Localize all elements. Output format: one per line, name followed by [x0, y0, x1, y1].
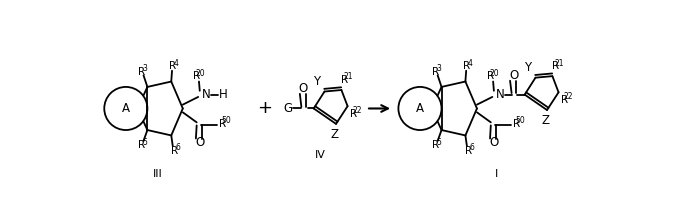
Text: 22: 22 — [353, 106, 362, 115]
Text: O: O — [195, 136, 204, 149]
Text: R: R — [561, 95, 568, 105]
Text: Y: Y — [313, 75, 321, 88]
Text: R: R — [341, 75, 348, 85]
Text: G: G — [283, 102, 292, 115]
Text: Y: Y — [524, 61, 531, 74]
Text: IV: IV — [314, 150, 325, 160]
Text: 6: 6 — [470, 143, 475, 152]
Text: R: R — [514, 119, 521, 129]
Text: O: O — [510, 69, 519, 82]
Text: 50: 50 — [516, 116, 526, 125]
Text: 5: 5 — [142, 138, 147, 147]
Text: 50: 50 — [222, 116, 231, 125]
Text: O: O — [298, 82, 307, 95]
Text: 21: 21 — [343, 72, 353, 81]
Text: R: R — [138, 66, 145, 77]
Text: 3: 3 — [436, 64, 441, 73]
Text: 22: 22 — [563, 92, 573, 101]
Text: Z: Z — [330, 128, 339, 141]
Text: R: R — [464, 61, 470, 71]
Text: R: R — [193, 71, 200, 81]
Text: 4: 4 — [468, 58, 473, 68]
Text: H: H — [218, 88, 227, 101]
Text: A: A — [416, 102, 424, 115]
Text: R: R — [350, 109, 358, 119]
Text: I: I — [496, 169, 498, 179]
Text: R: R — [432, 66, 439, 77]
Text: R: R — [138, 141, 145, 150]
Text: R: R — [552, 61, 559, 71]
Text: A: A — [122, 102, 130, 115]
Text: R: R — [169, 61, 176, 71]
Text: 4: 4 — [174, 58, 178, 68]
Text: III: III — [153, 169, 163, 179]
Text: R: R — [171, 146, 178, 156]
Text: N: N — [201, 88, 210, 101]
Text: R: R — [220, 119, 227, 129]
Text: 20: 20 — [195, 69, 205, 78]
Text: N: N — [496, 88, 505, 101]
Text: 6: 6 — [176, 143, 181, 152]
Text: 5: 5 — [436, 138, 441, 147]
Text: O: O — [489, 136, 498, 149]
Text: R: R — [465, 146, 472, 156]
Text: R: R — [487, 71, 494, 81]
Text: +: + — [257, 99, 272, 118]
Text: 20: 20 — [489, 69, 499, 78]
Text: 3: 3 — [142, 64, 147, 73]
Text: R: R — [432, 141, 439, 150]
Text: Z: Z — [542, 114, 549, 127]
Text: 21: 21 — [554, 58, 564, 68]
